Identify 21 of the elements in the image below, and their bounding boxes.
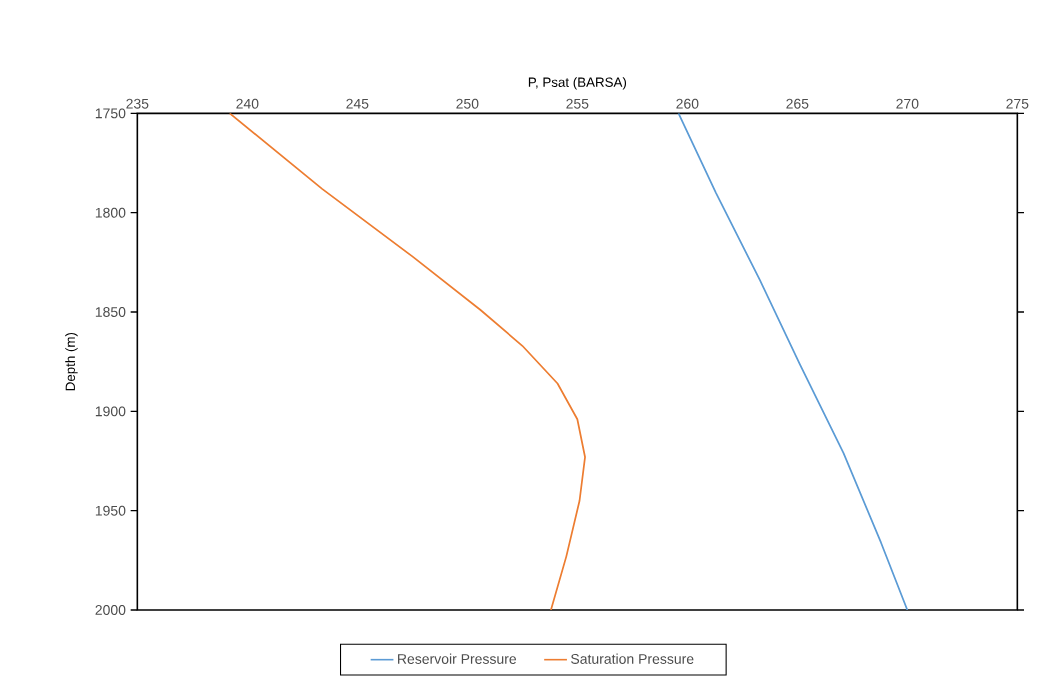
x-tick-label: 260: [676, 98, 699, 109]
legend-label: Saturation Pressure: [571, 653, 694, 664]
x-tick-label: 240: [236, 98, 259, 109]
x-tick-label: 245: [346, 98, 369, 109]
line-series: [677, 113, 909, 611]
x-tick-label: 270: [896, 98, 919, 109]
legend-label: Reservoir Pressure: [398, 653, 517, 664]
line-series: [228, 113, 586, 611]
y-tick-label: 1900: [95, 406, 126, 417]
x-tick-label: 265: [786, 98, 809, 109]
x-tick-label: 275: [1006, 98, 1029, 109]
y-tick-label: 1750: [95, 108, 126, 119]
x-tick-label: 235: [126, 98, 149, 109]
y-tick-label: 1850: [95, 307, 126, 317]
y-tick-label: 2000: [95, 605, 126, 615]
y-tick-label: 1950: [95, 505, 126, 516]
y-tick-label: 1800: [95, 207, 126, 218]
x-tick-label: 255: [566, 98, 589, 109]
x-tick-label: 250: [456, 98, 479, 109]
x-axis-title: P, Psat (BARSA): [528, 77, 627, 90]
y-axis-title: Depth (m): [65, 332, 78, 391]
